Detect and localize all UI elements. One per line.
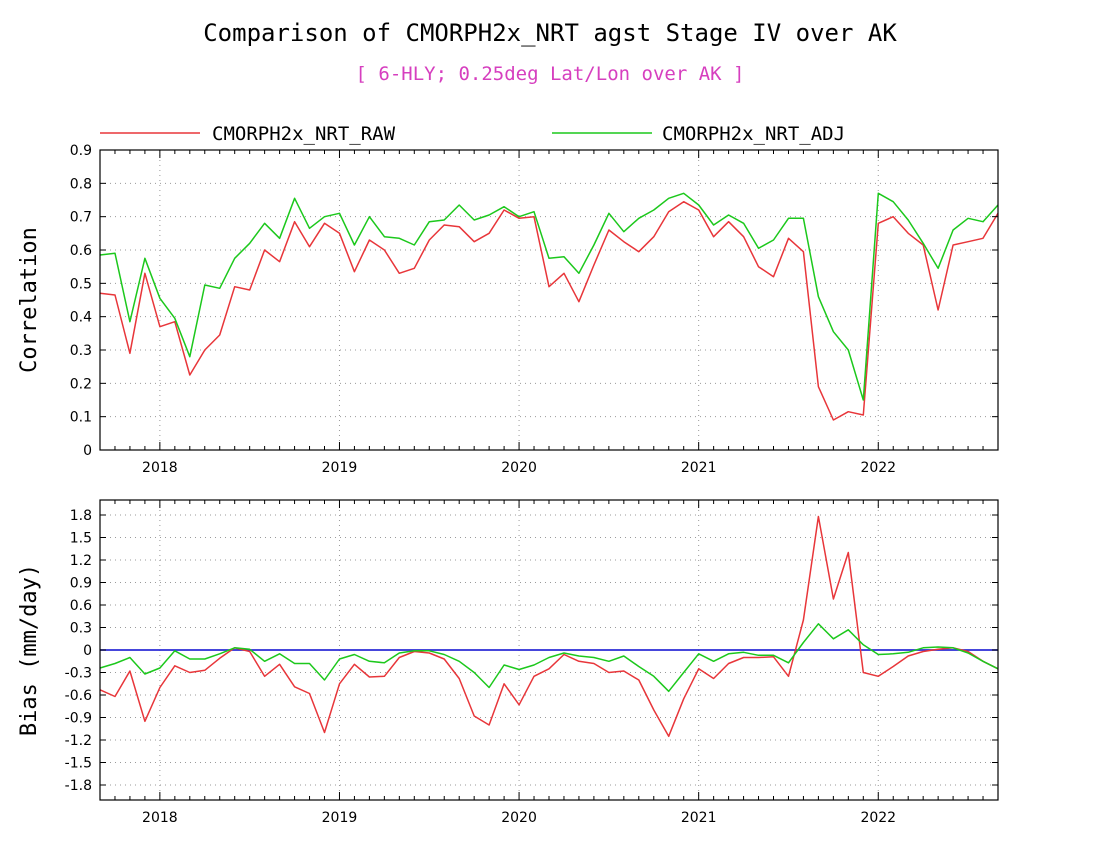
bias-y-axis-title: Bias (mm/day) [17,564,42,736]
bias-ytick-label: -0.3 [65,666,92,682]
corr-ytick-label: 0 [83,443,92,459]
bias-ytick-label: -0.6 [65,688,92,704]
bias-ytick-label: -0.9 [65,711,92,727]
corr-series-raw-line [99,200,999,421]
bias-ytick-label: 1.2 [70,553,92,569]
corr-series-adj-line [99,192,999,401]
chart-subtitle: [ 6-HLY; 0.25deg Lat/Lon over AK ] [356,63,745,85]
chart-title: Comparison of CMORPH2x_NRT agst Stage IV… [203,19,897,47]
correlation-panel: 0 0.1 0.2 0.3 0.4 0.5 0.6 0.7 0.8 0.9 2018 2019 2020… [17,143,999,476]
bias-xtick-label: 2022 [860,810,896,826]
bias-ytick-label: 1.8 [70,508,92,524]
legend: CMORPH2x_NRT_RAW CMORPH2x_NRT_ADJ [100,123,845,145]
bias-ytick-label: 0.3 [70,621,92,637]
bias-ytick-label: -1.2 [65,733,92,749]
corr-ytick-label: 0.7 [70,210,92,226]
legend-adj-label: CMORPH2x_NRT_ADJ [662,123,845,145]
bias-ytick-label: 0 [83,643,92,659]
corr-ytick-label: 0.3 [70,343,92,359]
bias-xtick-label: 2018 [142,810,178,826]
corr-ytick-label: 0.1 [70,410,92,426]
corr-y-axis-title: Correlation [17,227,42,373]
bias-ytick-label: 0.6 [70,598,92,614]
corr-xtick-label: 2021 [681,460,717,476]
corr-xtick-label: 2018 [142,460,178,476]
legend-raw-label: CMORPH2x_NRT_RAW [212,123,396,145]
bias-series-adj-line [99,623,999,693]
corr-xtick-label: 2022 [860,460,896,476]
corr-ytick-label: 0.2 [70,376,92,392]
corr-ytick-label: 0.9 [70,143,92,159]
bias-xtick-label: 2019 [322,810,358,826]
bias-series-raw-line [99,515,999,738]
bias-ytick-label: 1.5 [70,531,92,547]
corr-plot-frame [99,149,999,451]
corr-ytick-label: 0.5 [70,276,92,292]
bias-xtick-label: 2021 [681,810,717,826]
bias-panel: 1.8 1.5 1.2 0.9 0.6 0.3 0 -0.3 -0.6 -0.9 -1.2 -1.5 -… [17,499,999,826]
corr-xtick-label: 2019 [322,460,358,476]
corr-ytick-label: 0.4 [70,310,92,326]
corr-ytick-label: 0.8 [70,176,92,192]
bias-ytick-label: -1.5 [65,756,92,772]
bias-ytick-label: 0.9 [70,576,92,592]
bias-xtick-label: 2020 [501,810,537,826]
corr-xtick-label: 2020 [501,460,537,476]
bias-ytick-label: -1.8 [65,778,92,794]
corr-ytick-label: 0.6 [70,243,92,259]
